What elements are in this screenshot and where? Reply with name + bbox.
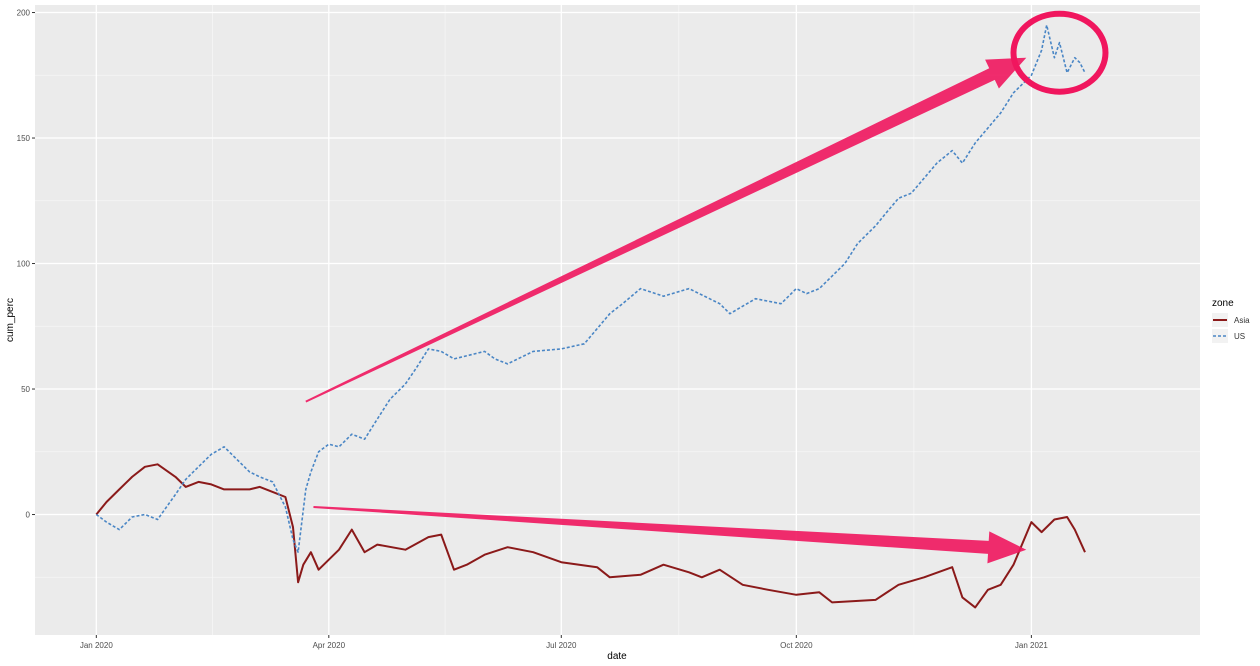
y-tick-label: 50 bbox=[21, 385, 30, 394]
series-line-us bbox=[95, 24, 1086, 553]
y-tick-label: 100 bbox=[17, 260, 31, 269]
legend-title: zone bbox=[1212, 298, 1234, 309]
legend-label-asia: Asia bbox=[1234, 316, 1250, 325]
annotations bbox=[305, 10, 1109, 564]
y-axis: 0 50 100 150 200 bbox=[17, 9, 35, 520]
x-tick-label: Jan 2021 bbox=[1015, 641, 1048, 650]
x-tick-label: Jul 2020 bbox=[546, 641, 577, 650]
plot-panel bbox=[35, 5, 1200, 635]
arrow-up-annotation bbox=[305, 57, 1027, 403]
x-axis-title: date bbox=[607, 651, 627, 662]
x-tick-label: Jan 2020 bbox=[80, 641, 113, 650]
major-gridlines bbox=[35, 5, 1200, 635]
series-line-asia bbox=[95, 463, 1086, 609]
x-tick-label: Oct 2020 bbox=[780, 641, 813, 650]
legend: zone Asia US bbox=[1212, 298, 1250, 343]
x-tick-label: Apr 2020 bbox=[313, 641, 346, 650]
arrow-down-annotation bbox=[313, 506, 1027, 564]
y-axis-title: cum_perc bbox=[5, 298, 16, 342]
series-lines bbox=[95, 24, 1086, 609]
y-tick-label: 200 bbox=[17, 9, 31, 18]
y-tick-label: 0 bbox=[26, 511, 31, 520]
x-axis: Jan 2020 Apr 2020 Jul 2020 Oct 2020 Jan 2021 bbox=[80, 635, 1048, 650]
y-tick-label: 150 bbox=[17, 134, 31, 143]
peak-circle-annotation bbox=[1010, 10, 1109, 95]
legend-label-us: US bbox=[1234, 332, 1245, 341]
